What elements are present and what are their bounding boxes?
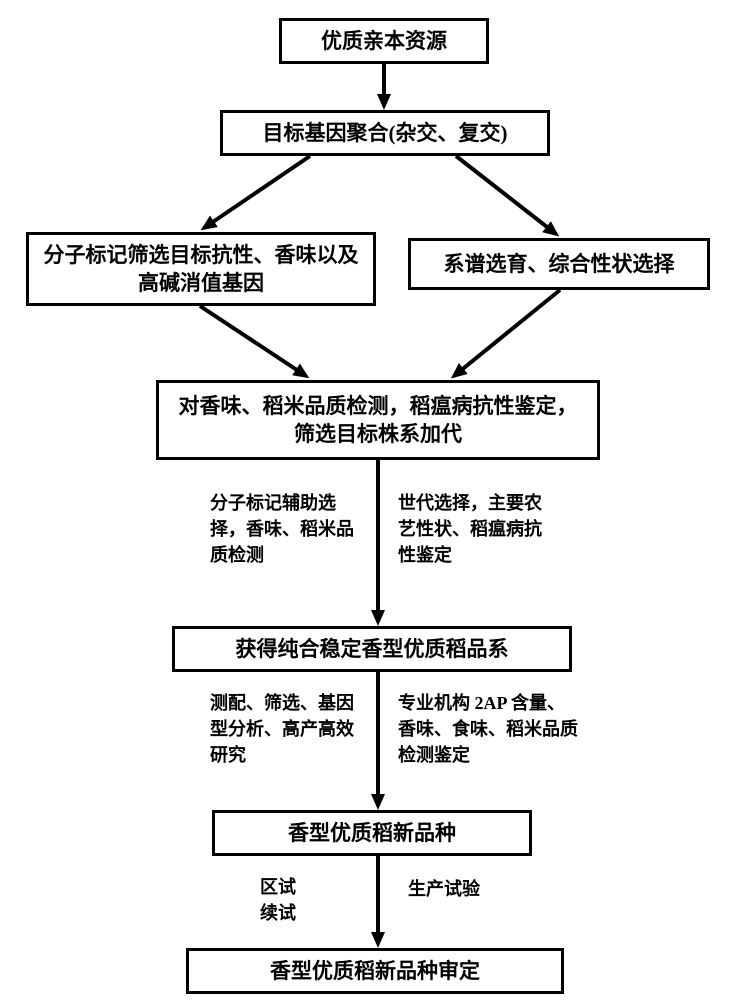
node-gene-aggregation: 目标基因聚合(杂交、复交) (220, 110, 550, 156)
label-text: 专业机构 2AP 含量、香味、食味、稻米品质检测鉴定 (398, 693, 578, 765)
node-quality-detection: 对香味、稻米品质检测，稻瘟病抗性鉴定，筛选目标株系加代 (156, 380, 600, 460)
label-text: 生产试验 (408, 879, 480, 899)
node-molecular-marker: 分子标记筛选目标抗性、香味以及高碱消值基因 (26, 232, 376, 306)
node-text: 优质亲本资源 (321, 27, 447, 55)
edge-label-generation-select: 世代选择，主要农艺性状、稻瘟病抗性鉴定 (398, 490, 558, 568)
edge-label-production-trial: 生产试验 (408, 876, 508, 902)
node-text: 获得纯合稳定香型优质稻品系 (236, 635, 509, 663)
node-text: 分子标记筛选目标抗性、香味以及高碱消值基因 (39, 241, 363, 298)
edge-label-molecular-assist: 分子标记辅助选择，香味、稻米品质检测 (210, 490, 360, 568)
label-text: 分子标记辅助选择，香味、稻米品质检测 (210, 493, 354, 565)
node-text: 香型优质稻新品种审定 (270, 957, 480, 985)
label-text: 世代选择，主要农艺性状、稻瘟病抗性鉴定 (398, 493, 542, 565)
node-text: 香型优质稻新品种 (288, 819, 456, 847)
node-variety-approval: 香型优质稻新品种审定 (186, 948, 564, 994)
node-text: 系谱选育、综合性状选择 (444, 250, 675, 278)
node-parent-resources: 优质亲本资源 (279, 18, 489, 64)
edge-label-testing-analysis: 测配、筛选、基因型分析、高产高效研究 (210, 690, 370, 768)
edge-label-regional-trial: 区试续试 (260, 874, 310, 926)
node-new-variety: 香型优质稻新品种 (212, 810, 532, 856)
node-stable-line: 获得纯合稳定香型优质稻品系 (172, 626, 572, 672)
label-text: 测配、筛选、基因型分析、高产高效研究 (210, 693, 354, 765)
label-text: 区试续试 (260, 877, 296, 923)
edge-label-institution-test: 专业机构 2AP 含量、香味、食味、稻米品质检测鉴定 (398, 690, 578, 768)
node-text: 对香味、稻米品质检测，稻瘟病抗性鉴定，筛选目标株系加代 (169, 392, 587, 449)
node-pedigree-selection: 系谱选育、综合性状选择 (408, 238, 710, 290)
node-text: 目标基因聚合(杂交、复交) (263, 119, 508, 147)
